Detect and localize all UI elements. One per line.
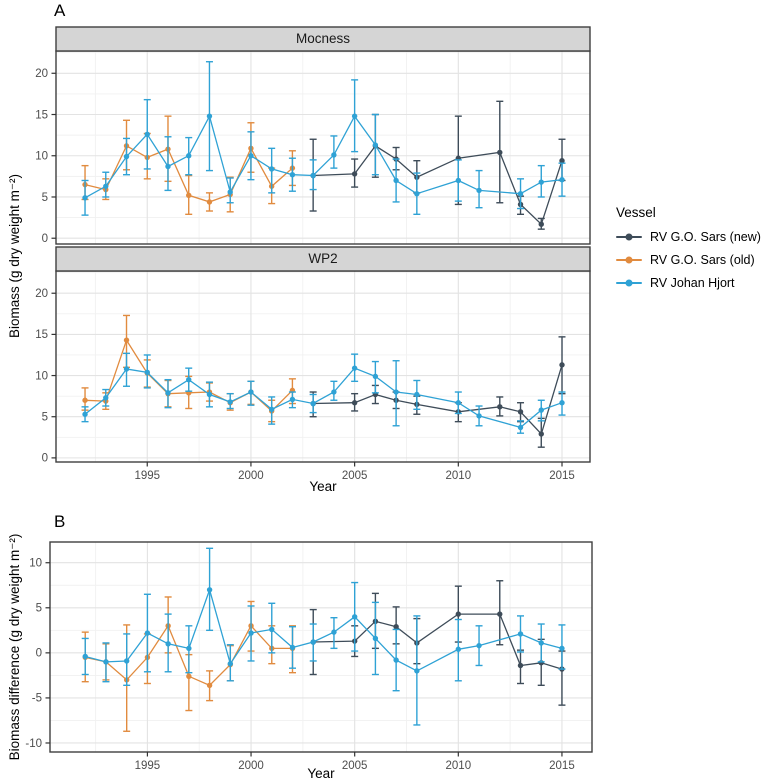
legend-key-dot: [625, 256, 633, 264]
svg-text:2010: 2010: [446, 470, 472, 482]
svg-text:1995: 1995: [134, 470, 160, 482]
legend-title: Vessel: [616, 205, 656, 220]
svg-text:1995: 1995: [135, 760, 161, 772]
legend-entry: RV G.O. Sars (old): [616, 253, 761, 267]
panel-a-letter: A: [54, 1, 66, 20]
legend-key-line: [616, 279, 642, 287]
svg-text:5: 5: [36, 603, 42, 615]
svg-text:20: 20: [35, 288, 48, 300]
svg-text:10: 10: [29, 558, 42, 570]
svg-text:2015: 2015: [549, 470, 575, 482]
svg-text:15: 15: [35, 329, 48, 341]
svg-text:2005: 2005: [342, 470, 368, 482]
y-axis-title-difference: Biomass difference (g dry weight m⁻²): [7, 533, 22, 761]
y-axis-title-biomass: Biomass (g dry weight m⁻²): [7, 174, 22, 338]
svg-text:20: 20: [35, 68, 48, 80]
svg-text:2005: 2005: [342, 760, 368, 772]
svg-text:10: 10: [35, 370, 48, 382]
legend-entry: RV G.O. Sars (new): [616, 230, 761, 244]
panel-b-letter: B: [54, 512, 66, 531]
svg-text:-10: -10: [25, 738, 42, 750]
legend-entry-label: RV G.O. Sars (new): [650, 230, 761, 244]
svg-text:0: 0: [36, 648, 42, 660]
legend-key-line: [616, 233, 642, 241]
svg-text:2015: 2015: [549, 760, 575, 772]
facet-strip-wp2: WP2: [308, 251, 338, 266]
svg-text:0: 0: [42, 453, 48, 465]
legend: Vessel RV G.O. Sars (new) RV G.O. Sars (…: [616, 205, 761, 299]
legend-key-line: [616, 256, 642, 264]
svg-text:15: 15: [35, 109, 48, 121]
facet-strip-mocness: Mocness: [295, 31, 351, 46]
x-axis-title-panel-a: Year: [309, 479, 337, 494]
legend-entry-label: RV G.O. Sars (old): [650, 253, 755, 267]
svg-text:5: 5: [42, 192, 48, 204]
svg-text:0: 0: [42, 233, 48, 245]
svg-text:2010: 2010: [446, 760, 472, 772]
svg-text:-5: -5: [32, 693, 42, 705]
legend-entry-label: RV Johan Hjort: [650, 276, 735, 290]
svg-text:2000: 2000: [238, 470, 264, 482]
legend-key-dot: [625, 279, 633, 287]
legend-key-dot: [625, 233, 633, 241]
svg-text:2000: 2000: [238, 760, 264, 772]
svg-text:10: 10: [35, 151, 48, 163]
x-axis-title-panel-b: Year: [307, 766, 335, 780]
svg-text:5: 5: [42, 412, 48, 424]
legend-entry: RV Johan Hjort: [616, 276, 761, 290]
